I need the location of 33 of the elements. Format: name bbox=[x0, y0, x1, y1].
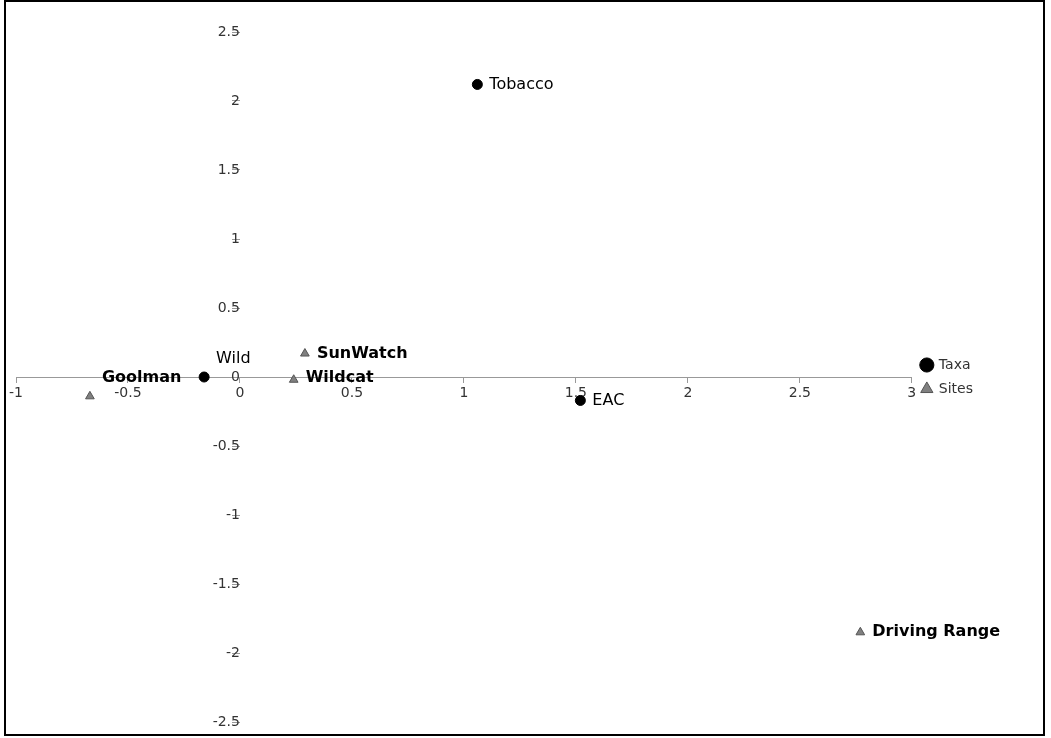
point bbox=[198, 371, 210, 383]
annotation: Driving Range bbox=[872, 621, 1001, 641]
x-tick-label: -0.5 bbox=[114, 384, 142, 401]
x-tick-label: 2.5 bbox=[788, 384, 811, 401]
y-tick-label: 0.5 bbox=[217, 298, 240, 315]
y-tick-label: 1.5 bbox=[217, 160, 240, 177]
y-tick-label: 1 bbox=[231, 229, 240, 246]
y-tick-label: -2.5 bbox=[212, 712, 240, 729]
annotation: Wildcat bbox=[305, 367, 375, 387]
y-tick-label: -0.5 bbox=[212, 436, 240, 453]
annotation: Goolman bbox=[101, 367, 182, 387]
x-tick-label: 2 bbox=[683, 384, 693, 401]
y-tick-label: -1 bbox=[225, 505, 240, 522]
legend-label: Sites bbox=[938, 379, 974, 396]
annotation: SunWatch bbox=[316, 342, 408, 362]
y-tick-label: 2.5 bbox=[217, 22, 240, 39]
point bbox=[855, 626, 866, 636]
x-tick-label: -1 bbox=[9, 384, 23, 401]
x-tick-label: 3 bbox=[907, 384, 917, 401]
annotation: EAC bbox=[592, 389, 625, 409]
point bbox=[300, 348, 310, 357]
x-tick-label: 0.5 bbox=[340, 384, 364, 401]
point bbox=[288, 374, 299, 383]
y-tick-label: -1.5 bbox=[212, 574, 240, 591]
annotation: Wild bbox=[216, 348, 251, 368]
y-tick-label: -2 bbox=[225, 643, 240, 660]
y-tick-label: 0 bbox=[231, 367, 240, 384]
x-tick-label: 1 bbox=[459, 384, 469, 401]
annotation: Tobacco bbox=[488, 73, 554, 93]
legend-label: Taxa bbox=[937, 355, 971, 372]
point bbox=[471, 78, 483, 90]
point bbox=[85, 390, 95, 400]
y-tick-label: 2 bbox=[231, 91, 240, 108]
